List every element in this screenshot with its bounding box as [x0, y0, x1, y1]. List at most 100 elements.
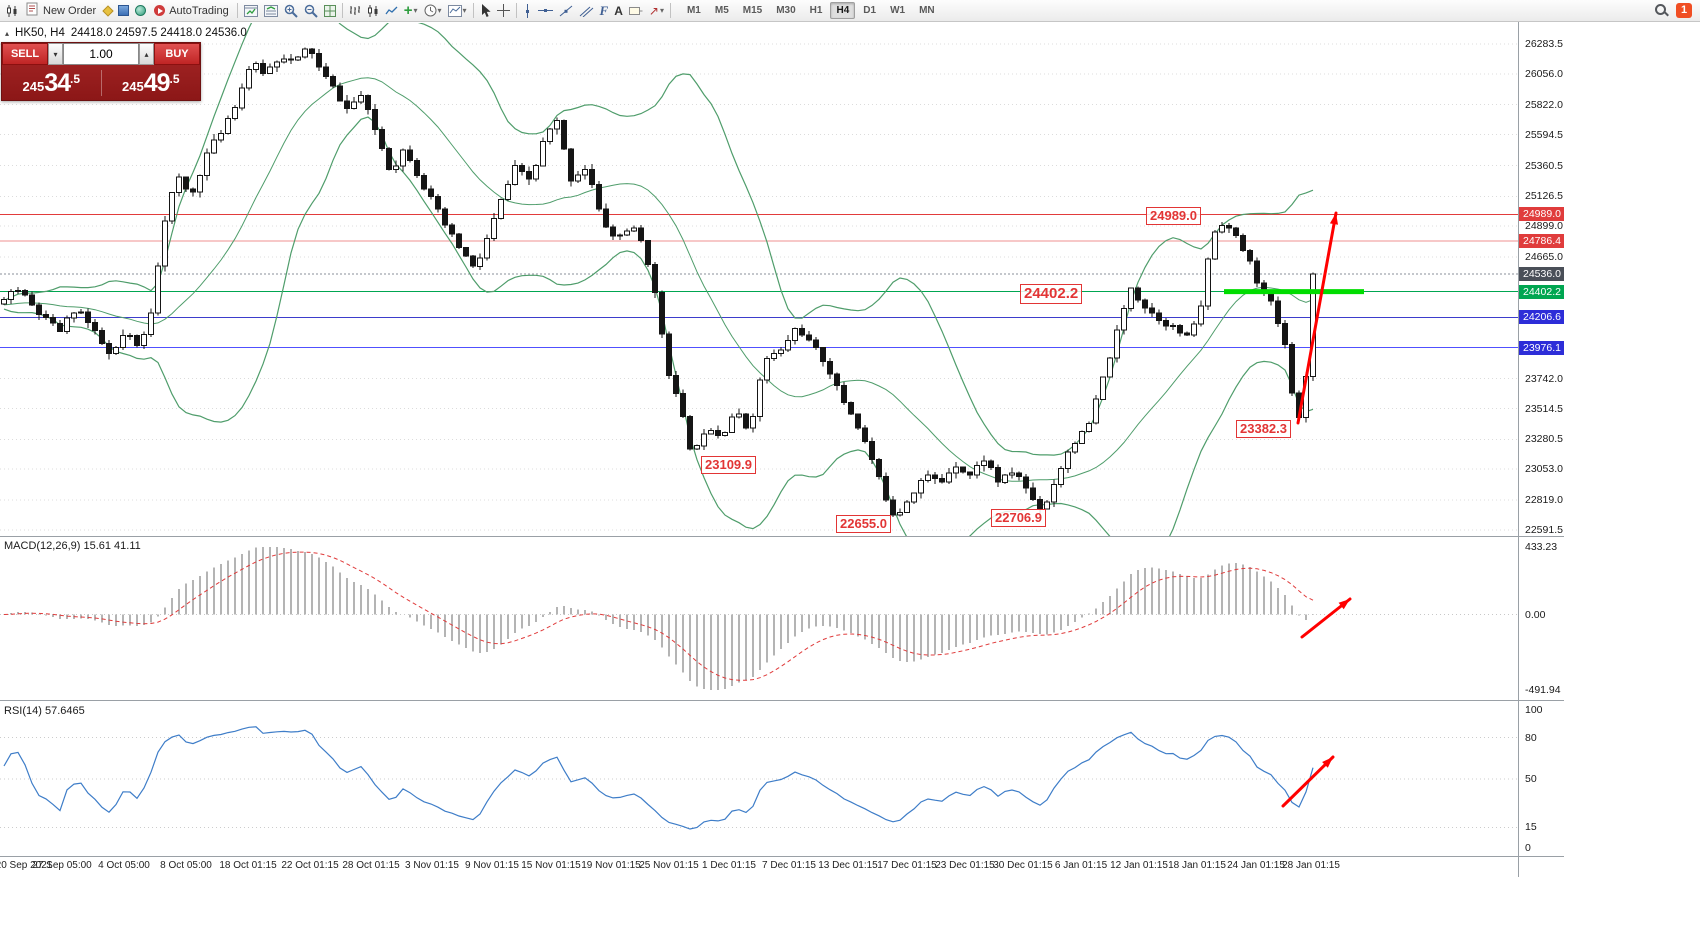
vertical-line-icon[interactable] — [520, 1, 535, 21]
price-axis-label: 23514.5 — [1525, 402, 1563, 415]
navigator-icon[interactable] — [261, 1, 281, 21]
indicator-axis-label: 100 — [1525, 704, 1543, 716]
text-tool-icon[interactable]: A — [614, 3, 623, 18]
price-axis-label: 26283.5 — [1525, 38, 1563, 50]
price-tag: 24536.0 — [1519, 267, 1564, 281]
rsi-panel-chart[interactable] — [0, 702, 1518, 856]
symbol-period-label: HK50, H4 — [15, 27, 65, 39]
price-axis-label: 22819.0 — [1525, 494, 1563, 506]
buy-price[interactable]: 245 49.5 — [102, 67, 201, 98]
price-tag: 24786.4 — [1519, 234, 1564, 249]
time-axis[interactable]: 20 Sep 2021 27 Sep 05:00 4 Oct 05:00 8 Oct … — [0, 857, 1518, 877]
indicator-axis-label: 50 — [1525, 773, 1537, 785]
panel-separator[interactable] — [0, 536, 1564, 537]
line-chart-icon[interactable] — [382, 1, 401, 21]
lot-decrease-button[interactable]: ▾ — [48, 43, 63, 65]
toolbar-separator — [472, 3, 474, 18]
arrows-tool-icon[interactable]: ↗ ▾ — [648, 3, 664, 18]
time-axis-label: 9 Nov 01:15 — [465, 860, 519, 871]
indicator-axis-label: 80 — [1525, 731, 1537, 744]
time-axis-label: 1 Dec 01:15 — [702, 860, 756, 871]
time-axis-label: 6 Jan 01:15 — [1054, 860, 1108, 871]
metaeditor-icon[interactable] — [101, 1, 115, 21]
timeframe-h1[interactable]: H1 — [809, 5, 823, 16]
notification-badge[interactable]: 1 — [1676, 3, 1692, 18]
trendline-icon[interactable] — [556, 1, 576, 21]
terminal-icon[interactable] — [115, 1, 132, 21]
toolbar-separator — [515, 3, 517, 18]
text-label-icon[interactable] — [626, 1, 646, 21]
price-tag: 23976.1 — [1519, 340, 1564, 355]
timeframe-m15[interactable]: M15 — [742, 5, 763, 16]
fibonacci-icon[interactable]: F — [599, 2, 609, 18]
collapse-icon[interactable]: ▴ — [5, 28, 10, 38]
zoom-in-icon[interactable] — [281, 1, 301, 21]
indicator-axis-label: 15 — [1525, 821, 1537, 834]
timeframe-w1[interactable]: W1 — [890, 5, 906, 16]
indicator-axis-label: 0.00 — [1525, 608, 1546, 621]
timeframe-mn[interactable]: MN — [919, 5, 935, 16]
price-axis[interactable]: 26283.5 26056.0 25822.0 25594.5 25360.5 25126… — [1519, 0, 1564, 877]
timeframe-m5[interactable]: M5 — [714, 5, 729, 16]
lot-increase-button[interactable]: ▴ — [139, 43, 154, 65]
toolbar-separator — [669, 3, 671, 18]
indicator-axis-label: 433.23 — [1525, 541, 1558, 553]
time-axis-label: 17 Dec 01:15 — [877, 860, 937, 871]
buy-price-big: 49 — [143, 69, 171, 98]
toolbar-separator — [236, 3, 238, 18]
indicators-add-icon[interactable]: + ▾ — [403, 2, 418, 19]
sell-price[interactable]: 245 34.5 — [2, 67, 101, 98]
price-axis-label: 26056.0 — [1525, 67, 1563, 80]
timeframe-m30[interactable]: M30 — [776, 5, 796, 16]
lot-size-input[interactable] — [63, 43, 139, 65]
lot-decrease-icon: ▾ — [53, 49, 58, 59]
autotrading-button[interactable]: AutoTrading — [149, 1, 234, 21]
search-icon[interactable] — [1654, 3, 1669, 18]
price-axis-label: 25822.0 — [1525, 98, 1563, 111]
time-axis-label: 24 Jan 01:15 — [1227, 860, 1285, 871]
ohlc-values: 24418.0 24597.5 24418.0 24536.0 — [70, 27, 247, 39]
price-axis-label: 22591.5 — [1525, 524, 1563, 536]
new-order-button[interactable]: New Order — [21, 1, 101, 21]
indicator-axis-label: -491.94 — [1525, 684, 1561, 696]
price-axis-label: 25594.5 — [1525, 128, 1563, 141]
buy-button[interactable]: BUY — [154, 43, 200, 65]
timeframe-m1[interactable]: M1 — [686, 5, 701, 16]
time-axis-label: 7 Dec 01:15 — [762, 860, 816, 871]
toolbar-right: 1 — [1654, 3, 1697, 18]
time-axis-label: 4 Oct 05:00 — [98, 860, 150, 871]
toolbar: New Order AutoTrading + ▾ ▾ ▾ F A ↗ ▾ — [0, 0, 1700, 22]
time-axis-label: 28 Jan 01:15 — [1282, 860, 1340, 871]
channel-icon[interactable] — [576, 1, 597, 21]
horizontal-line-icon[interactable] — [535, 1, 556, 21]
new-chart-icon[interactable] — [3, 1, 21, 21]
price-tag: 24206.6 — [1519, 310, 1564, 325]
templates-icon[interactable]: ▾ — [445, 1, 470, 21]
cursor-icon[interactable] — [477, 1, 494, 21]
price-axis-label: 23053.0 — [1525, 463, 1563, 476]
tile-windows-icon[interactable] — [321, 1, 339, 21]
macd-panel-chart[interactable] — [0, 537, 1518, 700]
time-axis-label: 15 Nov 01:15 — [521, 860, 581, 871]
time-axis-label: 27 Sep 05:00 — [32, 860, 92, 871]
periods-clock-icon[interactable]: ▾ — [421, 1, 445, 21]
sell-button[interactable]: SELL — [2, 43, 48, 65]
crosshair-icon[interactable] — [494, 1, 513, 21]
time-axis-label: 3 Nov 01:15 — [405, 860, 459, 871]
panel-separator[interactable] — [0, 856, 1564, 857]
indicator-axis-label: 0 — [1525, 842, 1531, 854]
panel-separator[interactable] — [0, 700, 1564, 701]
timeframe-h4[interactable]: H4 — [830, 2, 856, 19]
timeframe-d1[interactable]: D1 — [863, 5, 877, 16]
timeframe-toolbar: M1 M5 M15 M30 H1 H4 D1 W1 MN — [680, 2, 942, 19]
trade-widget-prices: 245 34.5 245 49.5 — [2, 65, 200, 100]
main-price-chart[interactable] — [0, 23, 1518, 536]
autotrading-label: AutoTrading — [169, 4, 229, 17]
bar-chart-icon[interactable] — [346, 1, 364, 21]
sell-price-sup: .5 — [70, 72, 81, 87]
candlestick-chart-icon[interactable] — [364, 1, 382, 21]
data-window-icon[interactable] — [241, 1, 261, 21]
zoom-out-icon[interactable] — [301, 1, 321, 21]
strategy-tester-icon[interactable] — [132, 1, 149, 21]
